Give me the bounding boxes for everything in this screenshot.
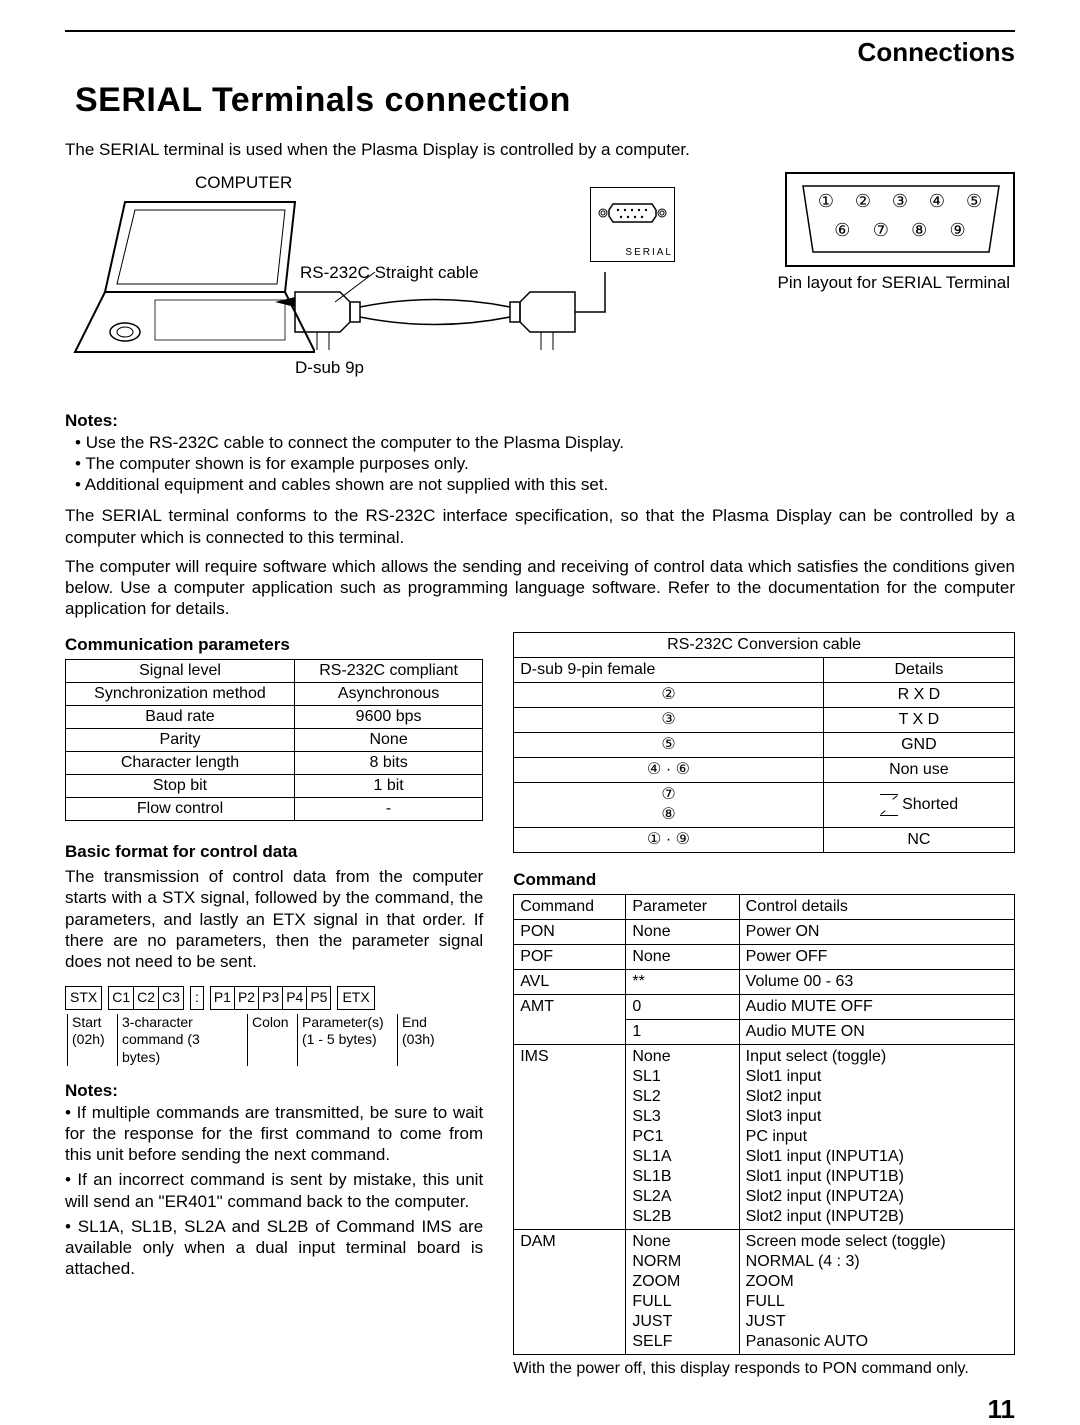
basic-text: The transmission of control data from th… bbox=[65, 866, 483, 972]
pin-layout-box: ①②③④⑤ ⑥⑦⑧⑨ bbox=[785, 172, 1015, 267]
note-item: Additional equipment and cables shown ar… bbox=[75, 474, 1015, 495]
basic-heading: Basic format for control data bbox=[65, 841, 483, 862]
pin-caption: Pin layout for SERIAL Terminal bbox=[778, 272, 1010, 293]
intro-text: The SERIAL terminal is used when the Pla… bbox=[65, 139, 1015, 160]
page-number: 11 bbox=[65, 1393, 1015, 1425]
connection-diagram: COMPUTER RS-232C Straight cable D-sub 9p bbox=[65, 172, 1015, 402]
fd-stx: STX bbox=[65, 986, 102, 1010]
command-heading: Command bbox=[513, 869, 1015, 890]
command-footnote: With the power off, this display respond… bbox=[513, 1359, 1015, 1379]
comm-heading: Communication parameters bbox=[65, 634, 483, 655]
port-label: SERIAL bbox=[625, 247, 673, 260]
notes-heading: Notes: bbox=[65, 410, 1015, 431]
body-para-2: The computer will require software which… bbox=[65, 556, 1015, 620]
page-title: SERIAL Terminals connection bbox=[75, 79, 1015, 122]
note-item: The computer shown is for example purpos… bbox=[75, 453, 1015, 474]
computer-label: COMPUTER bbox=[195, 172, 292, 193]
dsub-label: D-sub 9p bbox=[295, 357, 364, 378]
notes2-list: If multiple commands are transmitted, be… bbox=[65, 1102, 483, 1280]
cable-icon bbox=[235, 272, 615, 362]
note-item: If multiple commands are transmitted, be… bbox=[65, 1102, 483, 1166]
note-item: SL1A, SL1B, SL2A and SL2B of Command IMS… bbox=[65, 1216, 483, 1280]
body-para-1: The SERIAL terminal conforms to the RS-2… bbox=[65, 505, 1015, 548]
note-item: If an incorrect command is sent by mista… bbox=[65, 1169, 483, 1212]
format-diagram: STX C1 C2 C3 : P1 P2 P3 P4 P5 ETX S bbox=[65, 986, 483, 1066]
rs232-table: RS-232C Conversion cable D-sub 9-pin fem… bbox=[513, 632, 1015, 853]
notes2-heading: Notes: bbox=[65, 1080, 483, 1101]
command-table: CommandParameterControl details PONNoneP… bbox=[513, 894, 1015, 1355]
note-item: Use the RS-232C cable to connect the com… bbox=[75, 432, 1015, 453]
notes-list: Use the RS-232C cable to connect the com… bbox=[75, 432, 1015, 496]
section-label: Connections bbox=[65, 36, 1015, 69]
comm-table: Signal levelRS-232C compliantSynchroniza… bbox=[65, 659, 483, 821]
